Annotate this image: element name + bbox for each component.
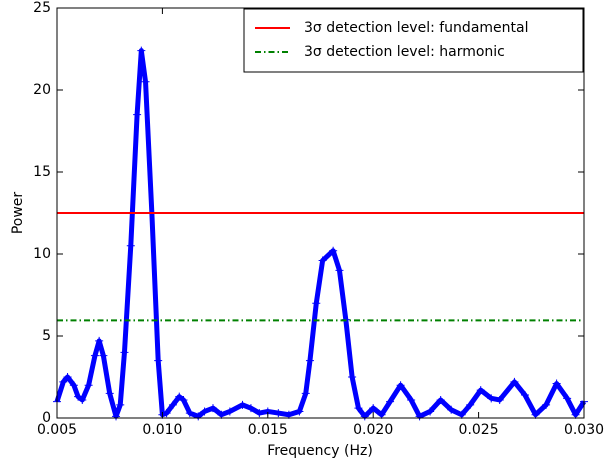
data-point bbox=[238, 400, 247, 409]
data-point bbox=[194, 412, 203, 421]
legend-label: 3σ detection level: fundamental bbox=[304, 20, 528, 36]
y-tick-label: 10 bbox=[33, 246, 51, 262]
data-point bbox=[354, 404, 363, 413]
data-point bbox=[312, 299, 321, 308]
data-point bbox=[520, 391, 529, 400]
data-point bbox=[457, 410, 466, 419]
data-point bbox=[305, 356, 314, 365]
data-point bbox=[563, 394, 572, 403]
data-point bbox=[175, 392, 184, 401]
data-point bbox=[246, 404, 255, 413]
data-point bbox=[531, 410, 540, 419]
data-point bbox=[208, 404, 217, 413]
data-point bbox=[63, 373, 72, 381]
x-tick-label: 0.025 bbox=[459, 422, 499, 438]
data-point bbox=[318, 256, 327, 265]
data-point bbox=[426, 407, 435, 416]
data-point bbox=[133, 110, 142, 119]
data-point bbox=[295, 407, 304, 416]
y-tick-label: 0 bbox=[42, 410, 51, 426]
x-tick-label: 0.015 bbox=[248, 422, 288, 438]
y-tick-label: 25 bbox=[33, 0, 51, 16]
y-tick-label: 15 bbox=[33, 164, 51, 180]
data-point bbox=[335, 266, 344, 275]
data-point bbox=[162, 409, 171, 418]
data-point bbox=[415, 412, 424, 421]
data-point bbox=[284, 410, 293, 419]
data-point bbox=[74, 392, 83, 401]
data-point bbox=[126, 241, 135, 250]
data-point bbox=[120, 348, 129, 357]
x-tick-label: 0.005 bbox=[37, 422, 77, 438]
data-point bbox=[59, 377, 68, 386]
legend-label: 3σ detection level: harmonic bbox=[304, 44, 505, 60]
data-point bbox=[168, 400, 177, 409]
data-point bbox=[179, 395, 188, 404]
data-point bbox=[487, 394, 496, 403]
data-point bbox=[99, 351, 108, 360]
data-point bbox=[185, 409, 194, 418]
x-axis-label: Frequency (Hz) bbox=[267, 443, 373, 459]
data-point bbox=[466, 400, 475, 409]
data-point bbox=[95, 336, 104, 345]
data-point bbox=[542, 400, 551, 409]
y-tick-label: 20 bbox=[33, 82, 51, 98]
data-point bbox=[90, 351, 99, 360]
data-point bbox=[369, 404, 378, 413]
data-point bbox=[476, 386, 485, 395]
data-point bbox=[377, 410, 386, 419]
data-point bbox=[301, 389, 310, 398]
data-point bbox=[141, 77, 150, 86]
data-point bbox=[495, 395, 504, 404]
data-point bbox=[396, 381, 405, 390]
data-point bbox=[154, 356, 163, 365]
x-tick-label: 0.030 bbox=[564, 422, 604, 438]
data-point bbox=[137, 46, 146, 55]
data-point bbox=[510, 377, 519, 386]
data-point bbox=[69, 381, 78, 390]
data-point bbox=[571, 410, 580, 419]
data-point bbox=[78, 395, 87, 404]
plot-frame bbox=[56, 7, 585, 419]
data-point bbox=[84, 381, 93, 390]
data-point bbox=[407, 395, 416, 404]
data-point bbox=[386, 397, 395, 406]
data-point bbox=[225, 407, 234, 416]
data-point bbox=[360, 412, 369, 421]
data-point bbox=[112, 412, 121, 421]
data-point bbox=[329, 246, 338, 255]
data-point bbox=[105, 389, 114, 398]
data-point bbox=[436, 395, 445, 404]
data-point bbox=[447, 405, 456, 414]
legend-box bbox=[243, 8, 584, 73]
y-tick-label: 5 bbox=[42, 328, 51, 344]
data-point bbox=[552, 379, 561, 388]
x-tick-label: 0.020 bbox=[353, 422, 393, 438]
data-line bbox=[54, 48, 587, 419]
data-point bbox=[116, 400, 125, 409]
data-point bbox=[255, 409, 264, 418]
data-point bbox=[217, 410, 226, 419]
x-tick-label: 0.010 bbox=[142, 422, 182, 438]
data-point bbox=[200, 407, 209, 416]
data-point bbox=[274, 409, 283, 418]
y-axis-label: Power bbox=[10, 192, 26, 235]
data-point bbox=[348, 373, 357, 381]
